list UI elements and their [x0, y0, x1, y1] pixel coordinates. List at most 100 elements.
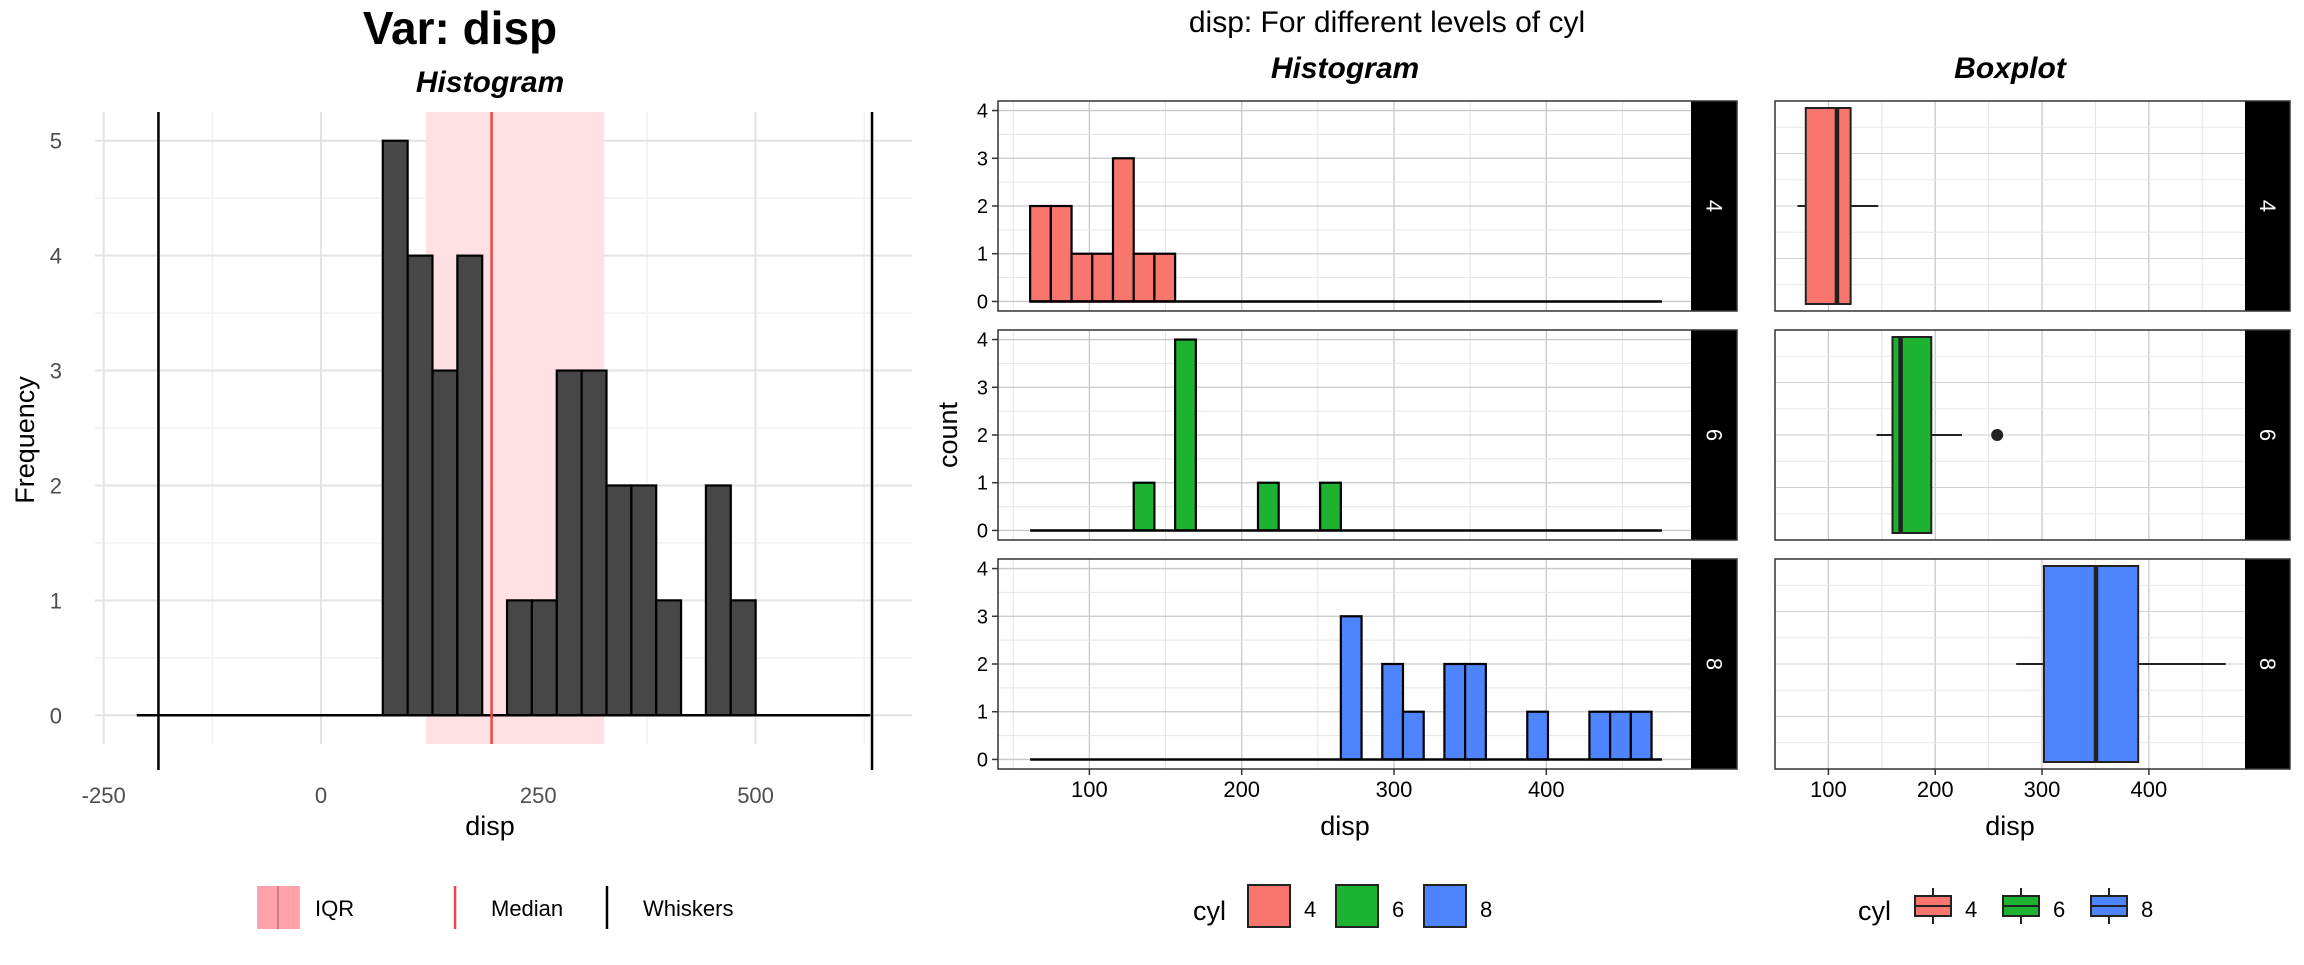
histogram-bar: [729, 599, 757, 717]
histogram-bar: [1401, 710, 1425, 761]
histogram-bar: [1381, 662, 1405, 761]
facet-strip-label: 4: [1702, 200, 1727, 212]
histogram-bar: [431, 369, 459, 717]
y-axis-title: count: [933, 401, 963, 468]
histogram-bar: [1070, 252, 1094, 303]
boxplot-outlier: [1991, 429, 2004, 441]
boxplot-box: [2042, 565, 2140, 763]
histogram-bar: [1629, 710, 1653, 761]
panel-border: [1774, 100, 2291, 312]
x-tick-label: 400: [1528, 777, 1565, 802]
histogram-bar: [1339, 615, 1363, 761]
legend-iqr-label: IQR: [315, 896, 354, 921]
y-tick-label: 4: [977, 101, 988, 123]
y-tick-label: 2: [977, 425, 988, 447]
y-tick-label: 0: [50, 703, 62, 728]
y-tick-label: 1: [977, 702, 988, 724]
y-tick-label: 4: [977, 559, 988, 581]
facet-strip-label: 6: [2255, 429, 2280, 441]
y-tick-label: 2: [50, 473, 62, 498]
y-tick-label: 3: [977, 148, 988, 170]
x-tick-label: 250: [520, 783, 557, 808]
y-tick-label: 2: [977, 654, 988, 676]
y-tick-label: 4: [977, 330, 988, 352]
x-tick-label: 300: [2024, 777, 2061, 802]
x-tick-label: 200: [1223, 777, 1260, 802]
boxplot-box: [1891, 336, 1933, 534]
histogram-bar: [1132, 252, 1156, 303]
histogram-bar: [1464, 662, 1487, 761]
x-tick-label: -250: [82, 783, 126, 808]
histogram-facet-4: 4 0 1 2 3 4: [977, 100, 1738, 313]
facet-strip: [1691, 559, 1737, 769]
x-tick-label: 400: [2131, 777, 2168, 802]
y-tick-label: 3: [50, 359, 62, 384]
y-tick-label: 1: [50, 588, 62, 613]
x-tick-label: 200: [1917, 777, 1954, 802]
facet-strip: [2245, 559, 2290, 769]
panel-border: [1774, 558, 2291, 770]
y-tick-label: 0: [977, 291, 988, 313]
x-tick-label: 100: [1810, 777, 1847, 802]
histogram-bar: [704, 484, 732, 717]
fill-legend-swatch: [1247, 884, 1291, 928]
fill-legend-title: cyl: [1193, 896, 1226, 926]
histogram-bar: [406, 254, 434, 717]
fill-legend-label: 6: [1392, 897, 1404, 922]
fill-legend-label: 4: [1304, 897, 1316, 922]
histogram-bar: [1153, 252, 1177, 303]
faceted-histogram-panels: 4 0 1 2 3 4 6 0 1 2 3 4 8 0 1 2 3 4 100 200 300 400 Histogram d…: [933, 52, 1738, 841]
histogram-facet-8: 8 0 1 2 3 4: [977, 558, 1738, 771]
fill-legend-swatch: [1423, 884, 1467, 928]
box-legend-label: 8: [2141, 897, 2153, 922]
histogram-bar: [630, 484, 658, 717]
facet-strip-label: 4: [2255, 200, 2280, 212]
facet-strip-label: 6: [1702, 429, 1727, 441]
boxplot-box: [1804, 107, 1852, 305]
boxplot-title: Boxplot: [1954, 52, 2068, 85]
legend-whiskers-label: Whiskers: [643, 896, 733, 921]
histogram-bar: [1091, 252, 1115, 303]
y-axis-title: Frequency: [10, 376, 40, 504]
histogram-bar: [1029, 204, 1052, 303]
histogram-facet-6: 6 0 1 2 3 4: [977, 329, 1738, 542]
histogram-bar: [580, 369, 608, 717]
histogram-bar: [1443, 662, 1467, 761]
facet-strip: [2245, 101, 2290, 311]
y-tick-label: 0: [977, 520, 988, 542]
y-tick-label: 3: [977, 377, 988, 399]
overall-histogram-panel: -250 0 250 500 0 1 2 3 4 5 Histogram disp Frequency: [10, 66, 912, 841]
x-axis-title: disp: [1985, 811, 2035, 841]
right-figure-title: disp: For different levels of cyl: [1189, 6, 1585, 39]
facet-strip: [1691, 101, 1737, 311]
facet-strip-label: 8: [1702, 658, 1727, 670]
histogram-bar: [1319, 481, 1342, 532]
legend-median-label: Median: [491, 896, 563, 921]
x-tick-label: 100: [1071, 777, 1108, 802]
facet-strip: [1691, 330, 1737, 540]
box-legend-label: 6: [2053, 897, 2065, 922]
histogram-bar: [1526, 710, 1550, 761]
y-tick-label: 1: [977, 473, 988, 495]
y-tick-label: 1: [977, 244, 988, 266]
histogram-bar: [530, 599, 558, 717]
boxplot-facet-6: 6: [1774, 329, 2291, 541]
facet-strip-label: 8: [2255, 658, 2280, 670]
x-tick-label: 0: [315, 783, 327, 808]
x-tick-label: 300: [1376, 777, 1413, 802]
facet-strip: [2245, 330, 2290, 540]
histogram-bar: [1174, 338, 1197, 532]
y-tick-label: 3: [977, 606, 988, 628]
histogram-bar: [381, 139, 409, 717]
box-legend-title: cyl: [1858, 896, 1891, 926]
histogram-bar: [1049, 204, 1073, 303]
histogram-bar: [1609, 710, 1632, 761]
histogram-bar: [1132, 481, 1156, 532]
y-tick-label: 5: [50, 129, 62, 154]
histogram-bar: [555, 369, 583, 717]
histogram-bar: [1256, 481, 1280, 532]
x-axis-title: disp: [1320, 811, 1370, 841]
histogram-bar: [1588, 710, 1612, 761]
